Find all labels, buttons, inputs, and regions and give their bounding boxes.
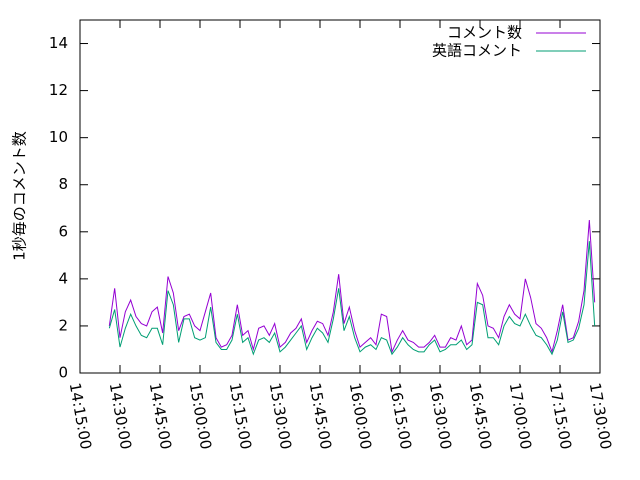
y-tick-label: 6 [58, 222, 68, 240]
y-tick-label: 4 [58, 269, 68, 287]
x-tick-label: 15:00:00 [186, 381, 215, 450]
x-tick-label: 14:30:00 [106, 381, 135, 450]
x-tick-label: 17:00:00 [506, 381, 535, 450]
x-tick-label: 17:15:00 [546, 381, 575, 450]
x-tick-label: 14:15:00 [66, 381, 95, 450]
x-tick-label: 16:00:00 [346, 381, 375, 450]
x-tick-label: 17:30:00 [586, 381, 615, 450]
x-tick-label: 15:45:00 [306, 381, 335, 450]
legend-label: 英語コメント [432, 42, 522, 60]
y-tick-label: 0 [58, 364, 68, 382]
y-tick-label: 10 [49, 128, 68, 146]
legend-label: コメント数 [447, 24, 522, 42]
x-tick-label: 15:30:00 [266, 381, 295, 450]
series-line [108, 241, 596, 356]
y-tick-label: 2 [58, 316, 68, 334]
plot-frame [79, 19, 601, 374]
y-tick-label: 12 [49, 81, 68, 99]
y-tick-label: 14 [49, 34, 68, 52]
x-tick-label: 16:15:00 [386, 381, 415, 450]
series-line [108, 219, 596, 354]
x-tick-label: 16:30:00 [426, 381, 455, 450]
y-axis-label: 1秒毎のコメント数 [11, 131, 29, 261]
x-tick-label: 14:45:00 [146, 381, 175, 450]
x-tick-label: 16:45:00 [466, 381, 495, 450]
x-tick-label: 15:15:00 [226, 381, 255, 450]
y-tick-label: 8 [58, 175, 68, 193]
